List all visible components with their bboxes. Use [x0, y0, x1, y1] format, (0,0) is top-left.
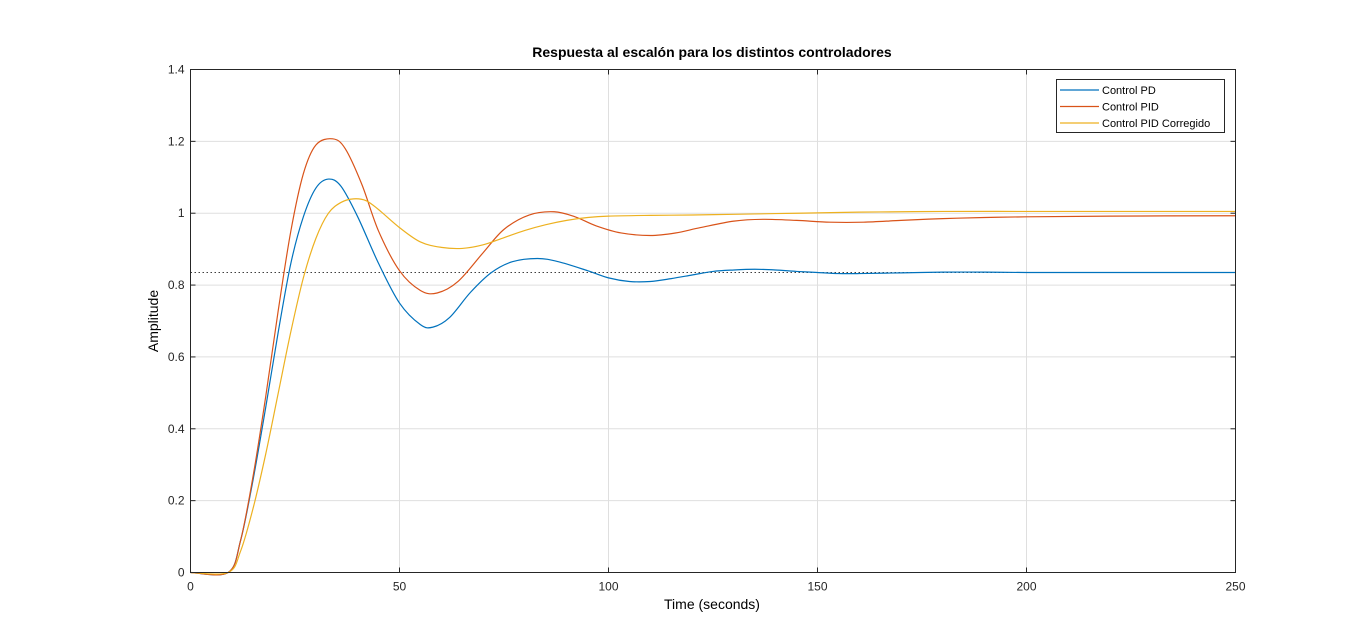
x-tick-label: 200 [1016, 580, 1036, 594]
series-layer [190, 138, 1236, 576]
y-tick-label: 1 [178, 206, 185, 220]
x-ticks: 0 50 100 150 200 250 [187, 69, 1246, 594]
y-tick-label: 0.2 [168, 494, 185, 508]
legend-label-3: Control PID Corregido [1102, 118, 1210, 130]
y-tick-label: 0.8 [168, 278, 185, 292]
y-ticks: 0 0.2 0.4 0.6 0.8 1 1.2 1.4 [168, 63, 1236, 580]
legend-label-1: Control PD [1102, 85, 1156, 97]
x-tick-label: 50 [393, 580, 407, 594]
legend-label-2: Control PID [1102, 102, 1159, 114]
series-line-2 [190, 138, 1236, 576]
plot-area [190, 69, 1236, 576]
x-tick-label: 150 [807, 580, 827, 594]
y-tick-label: 0.6 [168, 350, 185, 364]
x-tick-label: 250 [1225, 580, 1245, 594]
series-line-1 [190, 178, 1236, 576]
axes-background [190, 69, 1236, 573]
x-tick-label: 0 [187, 580, 194, 594]
y-tick-label: 1.2 [168, 134, 185, 148]
y-tick-label: 0.4 [168, 422, 185, 436]
legend: Control PD Control PID Control PID Corregi… [1056, 79, 1225, 133]
y-tick-label: 0 [178, 566, 185, 580]
series-line-3 [190, 198, 1236, 575]
legend-entries: Control PD Control PID Control PID Corregi… [1060, 85, 1210, 130]
x-tick-label: 100 [598, 580, 618, 594]
chart-title: Respuesta al escalón para los distintos … [532, 44, 892, 60]
y-axis-label: Amplitude [145, 290, 161, 352]
x-axis-label: Time (seconds) [664, 596, 760, 612]
y-tick-label: 1.4 [168, 63, 185, 77]
axes-box [190, 69, 1236, 573]
grid-lines [190, 69, 1236, 573]
